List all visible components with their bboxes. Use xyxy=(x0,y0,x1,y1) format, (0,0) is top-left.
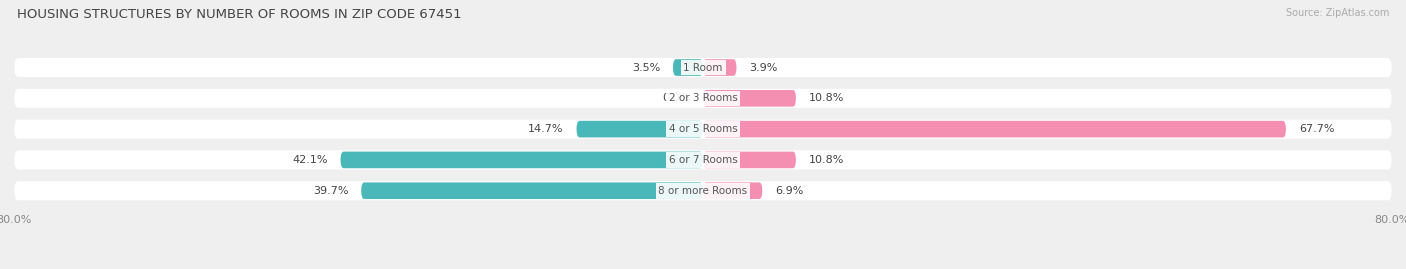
FancyBboxPatch shape xyxy=(576,121,703,137)
FancyBboxPatch shape xyxy=(340,152,703,168)
FancyBboxPatch shape xyxy=(14,58,1392,77)
Text: 14.7%: 14.7% xyxy=(529,124,564,134)
FancyBboxPatch shape xyxy=(703,59,737,76)
Text: 4 or 5 Rooms: 4 or 5 Rooms xyxy=(669,124,737,134)
Text: 0.0%: 0.0% xyxy=(662,93,690,103)
FancyBboxPatch shape xyxy=(361,182,703,199)
FancyBboxPatch shape xyxy=(673,59,703,76)
Text: 10.8%: 10.8% xyxy=(808,93,844,103)
FancyBboxPatch shape xyxy=(703,152,796,168)
Text: 6.9%: 6.9% xyxy=(775,186,804,196)
Text: 67.7%: 67.7% xyxy=(1299,124,1334,134)
FancyBboxPatch shape xyxy=(14,89,1392,108)
Text: 6 or 7 Rooms: 6 or 7 Rooms xyxy=(669,155,737,165)
Text: 3.5%: 3.5% xyxy=(631,62,659,73)
FancyBboxPatch shape xyxy=(703,182,762,199)
Text: 1 Room: 1 Room xyxy=(683,62,723,73)
Text: 10.8%: 10.8% xyxy=(808,155,844,165)
FancyBboxPatch shape xyxy=(14,150,1392,169)
FancyBboxPatch shape xyxy=(703,90,796,107)
Text: 8 or more Rooms: 8 or more Rooms xyxy=(658,186,748,196)
Text: 2 or 3 Rooms: 2 or 3 Rooms xyxy=(669,93,737,103)
Text: 42.1%: 42.1% xyxy=(292,155,328,165)
Text: 3.9%: 3.9% xyxy=(749,62,778,73)
Text: 39.7%: 39.7% xyxy=(312,186,349,196)
FancyBboxPatch shape xyxy=(703,121,1286,137)
Text: Source: ZipAtlas.com: Source: ZipAtlas.com xyxy=(1285,8,1389,18)
FancyBboxPatch shape xyxy=(14,181,1392,200)
Text: HOUSING STRUCTURES BY NUMBER OF ROOMS IN ZIP CODE 67451: HOUSING STRUCTURES BY NUMBER OF ROOMS IN… xyxy=(17,8,461,21)
FancyBboxPatch shape xyxy=(14,120,1392,139)
